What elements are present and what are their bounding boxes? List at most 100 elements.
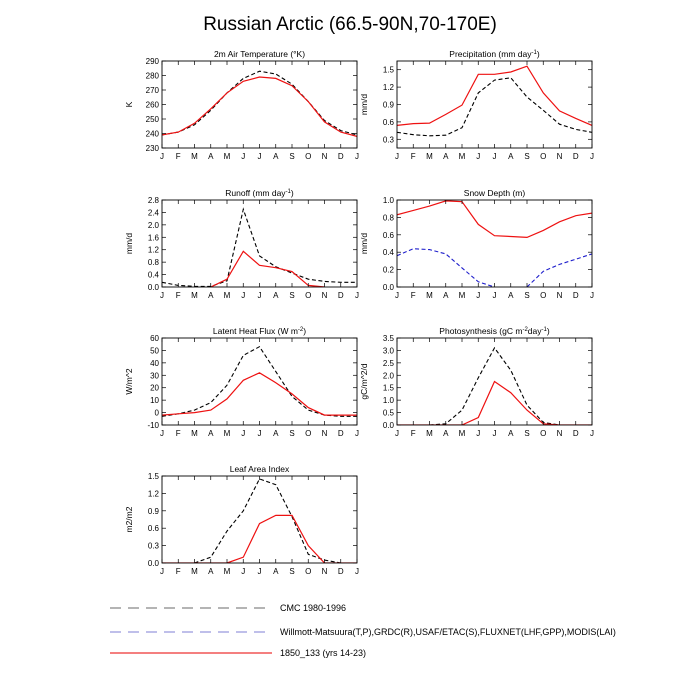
x-tick-label: S — [289, 429, 294, 438]
y-tick-label: 1.2 — [148, 489, 160, 498]
x-tick-label: A — [273, 291, 279, 300]
y-tick-label: 0.8 — [383, 213, 395, 222]
x-tick-label: J — [241, 429, 245, 438]
x-tick-label: J — [355, 429, 359, 438]
x-tick-label: D — [338, 567, 344, 576]
x-tick-label: N — [322, 291, 328, 300]
x-tick-label: J — [160, 429, 164, 438]
y-tick-label: 0.9 — [148, 507, 160, 516]
series-line-model — [162, 372, 357, 416]
x-tick-label: J — [590, 291, 594, 300]
x-tick-label: M — [191, 291, 198, 300]
x-tick-label: S — [524, 291, 529, 300]
series-line-obs — [162, 207, 357, 287]
y-tick-label: 50 — [150, 346, 159, 355]
x-tick-label: O — [305, 429, 311, 438]
plot-frame — [161, 60, 358, 149]
x-tick-label: M — [459, 291, 466, 300]
x-tick-label: M — [224, 291, 231, 300]
x-tick-label: M — [459, 152, 466, 161]
x-tick-label: F — [176, 152, 181, 161]
x-tick-label: J — [476, 429, 480, 438]
x-tick-label: F — [176, 291, 181, 300]
plot-frame — [396, 199, 593, 288]
y-tick-label: 3.5 — [383, 334, 395, 343]
x-tick-label: M — [191, 567, 198, 576]
x-tick-label: A — [208, 567, 214, 576]
series-line-obs — [526, 253, 592, 287]
x-tick-label: J — [493, 429, 497, 438]
x-tick-label: S — [524, 152, 529, 161]
x-tick-label: J — [258, 429, 262, 438]
x-tick-label: A — [508, 429, 514, 438]
y-tick-label: 60 — [150, 334, 159, 343]
x-tick-label: A — [443, 429, 449, 438]
x-tick-label: A — [443, 291, 449, 300]
chart-panel: Snow Depth (m)J F M A M J J A S O N D J0.00.20.40.60… — [359, 188, 594, 300]
series-line-model — [162, 514, 357, 563]
x-tick-label: D — [338, 429, 344, 438]
x-tick-label: F — [411, 429, 416, 438]
y-tick-label: 0.4 — [383, 248, 395, 257]
x-tick-label: J — [241, 152, 245, 161]
x-tick-label: O — [540, 429, 546, 438]
y-tick-label: 260 — [146, 101, 160, 110]
y-tick-label: 240 — [146, 130, 160, 139]
x-tick-label: A — [208, 429, 214, 438]
x-tick-label: D — [338, 291, 344, 300]
x-tick-label: J — [258, 291, 262, 300]
y-tick-label: 40 — [150, 359, 159, 368]
x-tick-label: S — [289, 567, 294, 576]
y-tick-label: 270 — [146, 86, 160, 95]
x-tick-label: M — [224, 152, 231, 161]
y-tick-label: 1.0 — [383, 396, 395, 405]
x-tick-label: D — [573, 429, 579, 438]
series-line-obs — [397, 77, 592, 137]
x-tick-label: A — [508, 152, 514, 161]
y-tick-label: 250 — [146, 115, 160, 124]
y-tick-label: -10 — [147, 421, 159, 430]
x-tick-label: J — [395, 429, 399, 438]
x-tick-label: J — [355, 152, 359, 161]
x-tick-label: F — [411, 152, 416, 161]
chart-panel: 2m Air Temperature (°K)J F M A M J J A S O N D J2302… — [124, 49, 359, 161]
y-axis-label: gC/m^2/d — [359, 363, 369, 399]
x-tick-label: J — [395, 291, 399, 300]
y-tick-label: 230 — [146, 144, 160, 153]
x-tick-label: N — [557, 152, 563, 161]
x-tick-label: J — [395, 152, 399, 161]
y-tick-label: 0.6 — [383, 231, 395, 240]
y-tick-label: 2.4 — [148, 208, 160, 217]
x-tick-label: J — [160, 291, 164, 300]
plot-frame — [161, 199, 358, 288]
y-tick-label: 1.2 — [383, 83, 395, 92]
y-tick-label: 0.0 — [383, 283, 395, 292]
series-line-model — [397, 200, 592, 239]
x-tick-label: N — [322, 429, 328, 438]
panel-title: Runoff (mm day-1) — [225, 188, 294, 198]
x-tick-label: N — [557, 291, 563, 300]
y-tick-label: 0.4 — [148, 271, 160, 280]
y-tick-label: 0.3 — [383, 135, 395, 144]
y-axis-label: K — [124, 101, 134, 107]
y-tick-label: 1.5 — [383, 384, 395, 393]
x-tick-label: S — [524, 429, 529, 438]
chart-panel: Runoff (mm day-1)J F M A M J J A S O N D J0.00.40.81… — [124, 188, 359, 300]
chart-panel: Photosynthesis (gC m-2day-1) J F M A M J J A S O N D… — [359, 326, 594, 438]
x-tick-label: J — [476, 152, 480, 161]
series-line-model — [397, 380, 592, 425]
y-tick-label: 3.0 — [383, 346, 395, 355]
x-tick-label: M — [426, 429, 433, 438]
series-line-model — [397, 65, 592, 126]
chart-panel: Precipitation (mm day-1)J F M A M J J A S O N D J0.3… — [359, 49, 594, 161]
x-tick-label: J — [590, 152, 594, 161]
series-line-obs — [162, 70, 357, 136]
y-tick-label: 0.6 — [383, 118, 395, 127]
figure-title: Russian Arctic (66.5-90N,70-170E) — [203, 14, 497, 35]
y-tick-label: 0.9 — [383, 101, 395, 110]
y-tick-label: 0.8 — [148, 258, 160, 267]
panel-title: Latent Heat Flux (W m-2) — [213, 326, 306, 336]
series-line-model — [162, 76, 357, 137]
